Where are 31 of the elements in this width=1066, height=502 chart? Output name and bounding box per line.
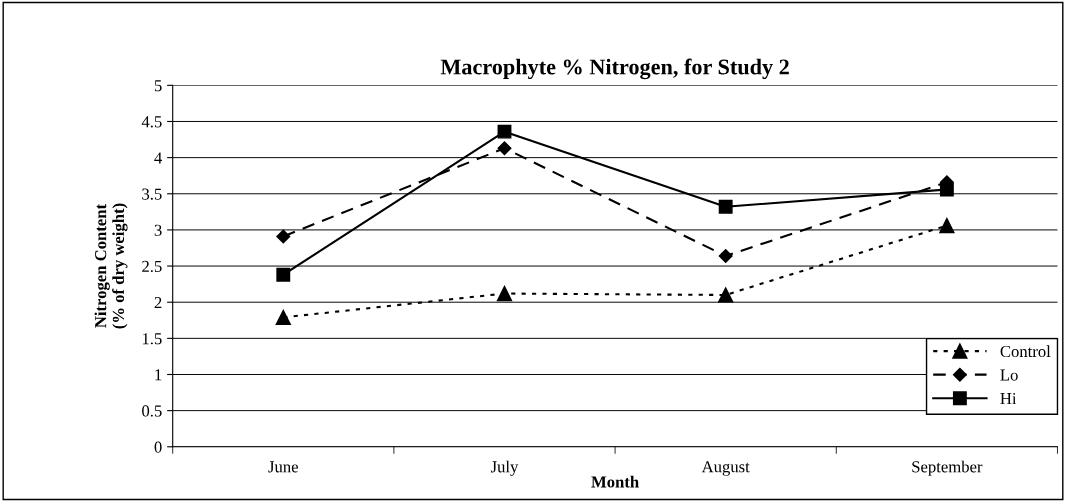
y-tick-label: 3.5 <box>142 188 162 200</box>
y-axis-title: Nitrogen Content (% of dry weight) <box>94 203 128 329</box>
point <box>718 248 733 263</box>
point <box>718 287 734 303</box>
point <box>939 217 955 234</box>
x-tick-label: August <box>701 461 750 476</box>
y-tick-label: 3 <box>154 224 162 236</box>
y-tick-label: 1.5 <box>142 333 162 345</box>
point <box>718 199 733 214</box>
y-tick-label: 2.5 <box>142 260 162 273</box>
x-tick-label: June <box>268 461 298 473</box>
legend-label: Control <box>1000 345 1051 358</box>
y-tick-label: 4.5 <box>141 116 162 128</box>
x-tick-label: July <box>490 460 519 476</box>
point <box>276 229 291 244</box>
y-tick-label: 1 <box>155 369 162 381</box>
y-tick-label: 2 <box>154 296 162 308</box>
y-tick-label: 4 <box>154 152 163 164</box>
point <box>496 285 513 302</box>
x-axis-title: Month <box>591 475 639 488</box>
legend-label: Lo <box>1000 369 1018 381</box>
y-tick-label: 0 <box>154 441 162 453</box>
x-tick-label: September <box>912 460 983 476</box>
chart-title: Macrophyte % Nitrogen, for Study 2 <box>440 58 789 80</box>
point <box>275 309 291 326</box>
point <box>276 267 291 282</box>
point <box>497 124 512 139</box>
point <box>497 141 512 156</box>
y-tick-label: 0.5 <box>142 405 162 417</box>
y-tick-label: 5 <box>154 80 162 92</box>
legend-label: Hi <box>1000 393 1017 405</box>
